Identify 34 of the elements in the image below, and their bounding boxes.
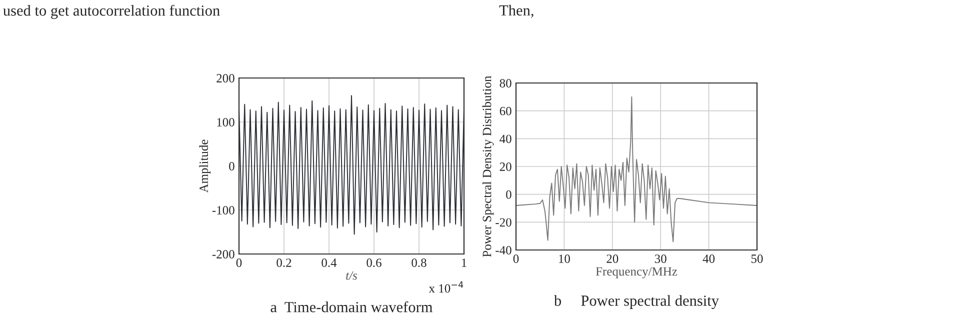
text: b Power spectral density — [554, 295, 719, 309]
x-tick-label: 0.8 — [412, 258, 426, 268]
x-axis-title: Frequency/MHz — [596, 267, 678, 278]
y-axis-title: Power Spectral Density Distribution — [482, 76, 494, 257]
y-tick-label: -100 — [212, 206, 234, 214]
y-tick-label: -20 — [496, 218, 512, 227]
x-tick-label: 0.4 — [322, 258, 337, 268]
y-tick-label: 200 — [216, 74, 234, 82]
y-tick-label: 20 — [500, 162, 512, 171]
y-tick-label: -200 — [212, 250, 234, 258]
x-tick-label: 0 — [236, 258, 242, 267]
x-axis-title: t/s — [346, 271, 358, 280]
x-tick-label: 0.2 — [276, 258, 292, 268]
y-tick-label: 0 — [229, 162, 234, 170]
y-tick-label: 80 — [500, 79, 512, 88]
x-tick-label: 40 — [702, 254, 715, 263]
y-tick-label: 40 — [500, 134, 512, 144]
line-series — [516, 96, 757, 242]
x-tick-label: 30 — [654, 254, 666, 263]
x-tick-label: 10 — [559, 254, 570, 263]
y-axis-title: Amplitude — [199, 140, 211, 193]
text: used to get autocorrelation function — [3, 4, 220, 19]
text: a Time-domain waveform — [270, 301, 433, 312]
x-tick-label: 0.6 — [366, 258, 382, 268]
text: Then, — [499, 4, 534, 18]
y-tick-label: 100 — [217, 118, 234, 126]
x-tick-label: 0 — [513, 254, 519, 263]
x-tick-label: 50 — [751, 254, 763, 263]
x-tick-label: 20 — [606, 254, 618, 263]
y-tick-label: -40 — [496, 246, 512, 254]
y-tick-label: 60 — [500, 106, 512, 116]
y-tick-label: 0 — [506, 190, 512, 199]
x-tick-label: 1 — [462, 258, 466, 267]
text: x 10$^{−4}$ — [428, 281, 464, 293]
